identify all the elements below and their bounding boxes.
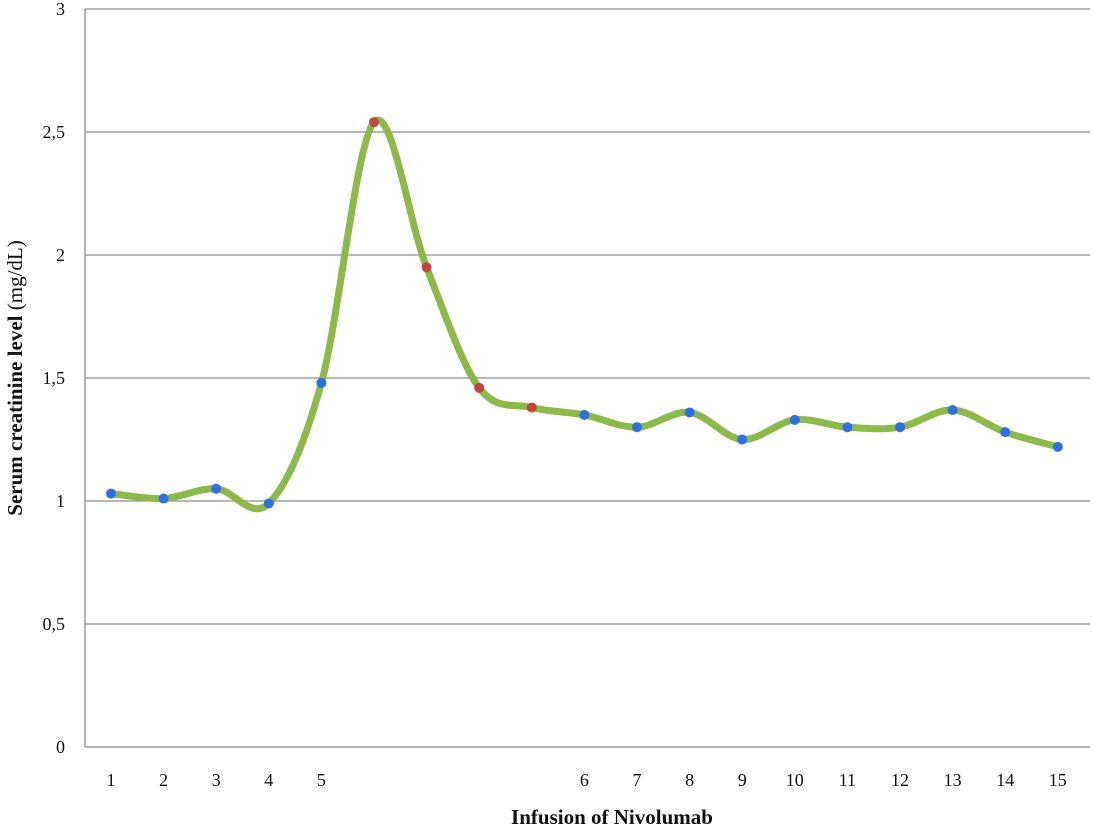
data-point-blue bbox=[579, 409, 590, 420]
x-tick-labels: 1 2 3 4 5 6 7 8 9 10 11 12 13 14 15 bbox=[107, 770, 1067, 790]
x-tick-label: 14 bbox=[996, 770, 1014, 790]
x-tick-label: 1 bbox=[107, 770, 116, 790]
y-tick-label: 2,5 bbox=[43, 122, 66, 142]
x-tick-label: 8 bbox=[685, 770, 694, 790]
x-tick-label: 11 bbox=[839, 770, 856, 790]
data-point-blue bbox=[632, 422, 642, 433]
x-tick-label: 4 bbox=[264, 770, 273, 790]
data-point-blue bbox=[1052, 441, 1063, 452]
x-tick-label: 5 bbox=[317, 770, 326, 790]
x-tick-label: 3 bbox=[212, 770, 221, 790]
x-tick-label: 12 bbox=[891, 770, 909, 790]
data-point-blue bbox=[158, 493, 169, 504]
x-tick-label: 6 bbox=[580, 770, 589, 790]
x-tick-label: 7 bbox=[633, 770, 642, 790]
data-points bbox=[106, 117, 1063, 509]
y-tick-labels: 0 0,5 1 1,5 2 2,5 3 bbox=[43, 0, 66, 757]
data-point-blue bbox=[684, 407, 695, 418]
y-tick-label: 2 bbox=[56, 245, 65, 265]
x-tick-label: 2 bbox=[159, 770, 168, 790]
data-point-blue bbox=[106, 488, 116, 499]
y-tick-label: 0 bbox=[56, 737, 65, 757]
x-tick-label: 13 bbox=[944, 770, 962, 790]
y-tick-label: 0,5 bbox=[43, 614, 66, 634]
grid-lines bbox=[85, 8, 1090, 748]
data-point-blue bbox=[842, 422, 853, 433]
y-tick-label: 1 bbox=[56, 491, 65, 511]
data-point-blue bbox=[789, 414, 800, 425]
data-point-blue bbox=[263, 498, 274, 509]
y-tick-label: 3 bbox=[56, 0, 65, 19]
data-point-blue bbox=[211, 483, 222, 494]
data-point-blue bbox=[895, 422, 905, 433]
series-line bbox=[107, 116, 1062, 513]
data-point-red bbox=[474, 382, 485, 393]
data-point-blue bbox=[1000, 427, 1011, 438]
y-axis-title-main: Serum creatinine level bbox=[3, 315, 27, 515]
data-point-blue bbox=[947, 404, 958, 415]
data-point-red bbox=[421, 262, 432, 273]
x-axis-title: Infusion of Nivolumab bbox=[511, 805, 713, 829]
data-point-blue bbox=[737, 434, 748, 445]
y-tick-label: 1,5 bbox=[43, 368, 66, 388]
x-tick-label: 10 bbox=[786, 770, 804, 790]
data-point-red bbox=[526, 402, 537, 413]
data-point-red bbox=[369, 117, 379, 128]
x-tick-label: 15 bbox=[1049, 770, 1067, 790]
y-axis-title: Serum creatinine level (mg/dL) bbox=[3, 240, 27, 515]
x-tick-label: 9 bbox=[738, 770, 747, 790]
y-axis-title-unit: (mg/dL) bbox=[3, 240, 27, 315]
data-point-blue bbox=[316, 377, 327, 388]
